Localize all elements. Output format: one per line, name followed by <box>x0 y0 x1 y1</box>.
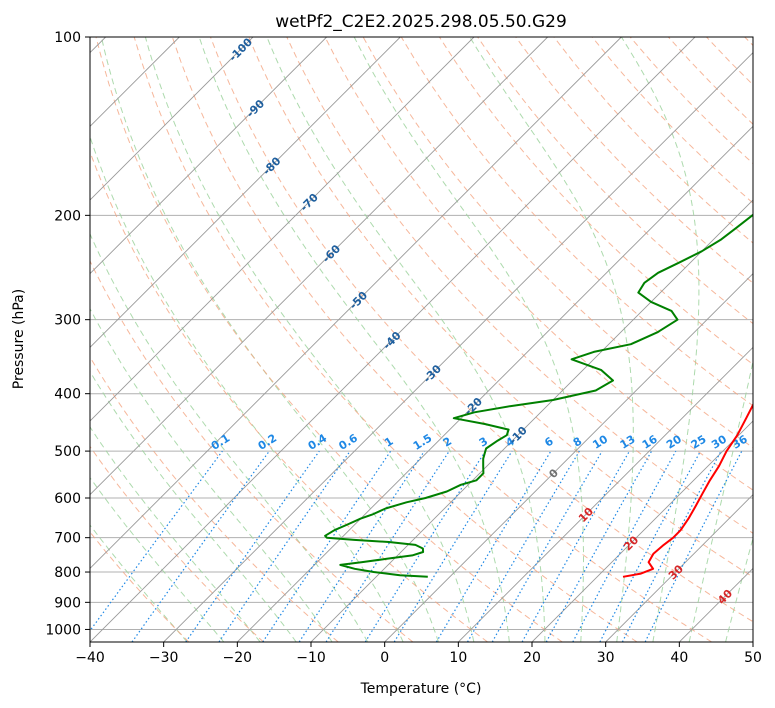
isotherms <box>90 37 753 642</box>
isotherm-line <box>237 125 753 642</box>
y-axis-label: Pressure (hPa) <box>11 289 27 389</box>
moist-adiabat-line <box>266 37 546 642</box>
moist-adiabat-line <box>90 307 333 642</box>
moist-adiabat-line <box>198 37 510 642</box>
moist-adiabat-line <box>725 536 753 642</box>
moist-adiabat-line <box>100 37 439 642</box>
mixing-ratio-line <box>393 450 513 642</box>
y-tick-label: 200 <box>54 208 81 224</box>
dry-adiabat-line <box>171 37 712 642</box>
x-tick-label: 40 <box>670 650 688 666</box>
moist-adiabat-line <box>353 37 584 642</box>
temperature-profile-line <box>622 402 753 578</box>
mixing-ratio-line <box>185 450 320 642</box>
isotherm-line <box>90 37 696 642</box>
moist-adiabat-line <box>90 232 369 642</box>
mixing-ratio-line <box>218 450 351 642</box>
isotherm-line <box>310 199 753 642</box>
dry-adiabats <box>90 37 753 642</box>
moist-adiabat-line <box>90 370 297 642</box>
x-tick-label: 20 <box>523 650 541 666</box>
y-tick-label: 300 <box>54 313 81 329</box>
y-tick-label: 700 <box>54 531 81 547</box>
y-tick-label: 1000 <box>45 622 81 638</box>
x-tick-label: 50 <box>744 650 762 666</box>
x-tick-label: −20 <box>223 650 253 666</box>
y-tick-label: 800 <box>54 565 81 581</box>
x-axis-ticks: −40 −30 −20 −10 0 10 20 30 40 50 <box>75 642 762 666</box>
dry-adiabat-line <box>95 37 563 642</box>
mixing-ratio-lines <box>90 450 743 642</box>
moist-adiabat-line <box>90 476 225 642</box>
dry-adiabat-line <box>90 445 264 642</box>
isotherm-line <box>384 273 753 642</box>
mixing-ratio-line <box>131 450 270 642</box>
x-tick-label: 10 <box>449 650 467 666</box>
moist-adiabat-line <box>620 37 700 642</box>
moist-adiabats <box>90 37 753 642</box>
moist-adiabat-line <box>144 37 475 642</box>
dry-adiabat-line <box>133 37 638 642</box>
dry-adiabat-line <box>286 37 753 534</box>
dry-adiabat-line <box>90 356 339 642</box>
y-tick-label: 600 <box>54 491 81 507</box>
mixing-ratio-line <box>262 450 392 642</box>
profiles <box>324 213 753 578</box>
mixing-ratio-line <box>90 450 223 632</box>
moist-adiabat-line <box>90 426 261 642</box>
isotherm-line <box>90 37 622 569</box>
dry-adiabat-line <box>324 37 753 491</box>
moist-adiabat-line <box>90 524 188 642</box>
dry-adiabat-line <box>90 259 414 642</box>
isotherm-line <box>458 346 753 642</box>
chart-title: wetPf2_C2E2.2025.298.05.50.G29 <box>275 12 567 32</box>
y-tick-label: 400 <box>54 387 81 403</box>
moist-adiabat-line <box>90 135 404 642</box>
mixing-ratio-line <box>521 450 631 642</box>
mixing-ratio-line <box>644 450 743 642</box>
y-tick-label: 900 <box>54 595 81 611</box>
isotherm-line <box>90 37 327 275</box>
y-axis-ticks: 100 200 300 400 500 600 700 800 900 1000 <box>45 30 90 638</box>
isotherm-line <box>90 37 475 422</box>
dry-adiabat-line <box>515 37 753 284</box>
isotherm-line <box>531 420 753 642</box>
isotherm-line <box>90 37 401 348</box>
y-tick-label: 100 <box>54 30 81 46</box>
x-tick-label: −10 <box>296 650 326 666</box>
isotherm-line <box>163 52 753 642</box>
x-tick-label: −40 <box>75 650 105 666</box>
plot-frame <box>89 36 754 643</box>
dewpoint-profile-line <box>324 213 753 578</box>
x-axis-label: Temperature (°C) <box>360 681 482 697</box>
dry-adiabat-line <box>248 37 753 578</box>
mixing-ratio-line <box>545 450 653 642</box>
mixing-ratio-line <box>325 450 450 642</box>
isotherm-line <box>605 494 753 642</box>
dry-adiabat-line <box>210 37 753 623</box>
x-tick-label: 30 <box>597 650 615 666</box>
isotherm-line <box>90 37 254 201</box>
x-tick-label: 0 <box>380 650 389 666</box>
isotherm-line <box>90 37 548 496</box>
y-tick-label: 500 <box>54 444 81 460</box>
moist-adiabat-line <box>688 359 753 642</box>
x-tick-label: −30 <box>149 650 179 666</box>
mixing-ratio-line <box>572 450 677 642</box>
